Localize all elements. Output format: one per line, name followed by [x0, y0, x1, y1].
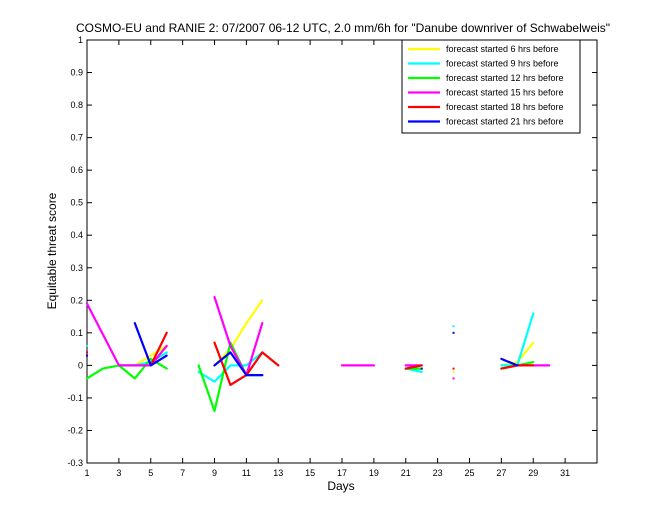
- x-tick-label: 19: [369, 468, 379, 478]
- x-tick-label: 3: [116, 468, 121, 478]
- y-tick-label: 0.3: [70, 263, 83, 273]
- y-tick-label: 1: [78, 35, 83, 45]
- legend-label: forecast started 18 hrs before: [446, 102, 564, 112]
- x-tick-label: 9: [212, 468, 217, 478]
- y-tick-label: 0.1: [70, 328, 83, 338]
- y-tick-label: 0.7: [70, 133, 83, 143]
- y-tick-label: 0.6: [70, 165, 83, 175]
- x-tick-label: 27: [496, 468, 506, 478]
- legend: forecast started 6 hrs before forecast st…: [401, 39, 581, 134]
- series-line: [213, 299, 264, 367]
- y-tick-label: -0.3: [67, 458, 83, 468]
- x-tick-label: 1: [84, 468, 89, 478]
- series-line: [149, 331, 168, 367]
- y-tick-label: 0.5: [70, 198, 83, 208]
- y-tick-label: 0.2: [70, 295, 83, 305]
- legend-label: forecast started 21 hrs before: [446, 117, 564, 127]
- series-point: [452, 370, 455, 373]
- x-tick-label: 13: [273, 468, 283, 478]
- series-point: [86, 351, 88, 354]
- y-axis-label: Equitable threat score: [45, 192, 59, 309]
- series-point: [452, 367, 455, 370]
- x-tick-label: 5: [148, 468, 153, 478]
- series-line: [213, 351, 264, 377]
- x-tick-label: 21: [401, 468, 411, 478]
- series-line: [133, 344, 168, 367]
- y-tick-label: -0.2: [67, 425, 83, 435]
- x-axis-label: Days: [327, 479, 354, 493]
- series-line: [500, 357, 519, 367]
- y-tick-label: 0.9: [70, 68, 83, 78]
- x-tick-label: 7: [180, 468, 185, 478]
- legend-label: forecast started 9 hrs before: [446, 59, 559, 69]
- series-point: [452, 377, 455, 380]
- series-point: [420, 367, 423, 370]
- series-point: [452, 331, 455, 334]
- x-tick-label: 29: [528, 468, 538, 478]
- y-tick-label: 0.8: [70, 100, 83, 110]
- series-line: [404, 364, 423, 370]
- series-point: [86, 344, 88, 347]
- series-point: [86, 354, 88, 357]
- series-point: [452, 325, 455, 328]
- series-line: [213, 341, 280, 386]
- legend-label: forecast started 15 hrs before: [446, 88, 564, 98]
- x-tick-label: 25: [464, 468, 474, 478]
- legend-label: forecast started 6 hrs before: [446, 44, 559, 54]
- legend-box: [401, 39, 581, 134]
- series-line: [213, 296, 264, 377]
- y-tick-label: -0.1: [67, 393, 83, 403]
- series-line: [133, 322, 168, 367]
- x-tick-label: 31: [560, 468, 570, 478]
- series-line: [85, 302, 168, 367]
- x-tick-label: 17: [337, 468, 347, 478]
- x-tick-label: 23: [433, 468, 443, 478]
- x-tick-label: 15: [305, 468, 315, 478]
- series-line: [500, 312, 535, 367]
- plot-area: 1 3 5 7 9 11 13 15 17 19 21 23 25 27 29 3110.90.80.70.6…: [67, 35, 598, 478]
- chart-title: COSMO-EU and RANIE 2: 07/2007 06-12 UTC,…: [76, 21, 610, 35]
- y-tick-label: 0.4: [70, 230, 83, 240]
- y-tick-label: 0: [78, 360, 83, 370]
- x-tick-label: 11: [242, 468, 251, 478]
- legend-label: forecast started 12 hrs before: [446, 73, 564, 83]
